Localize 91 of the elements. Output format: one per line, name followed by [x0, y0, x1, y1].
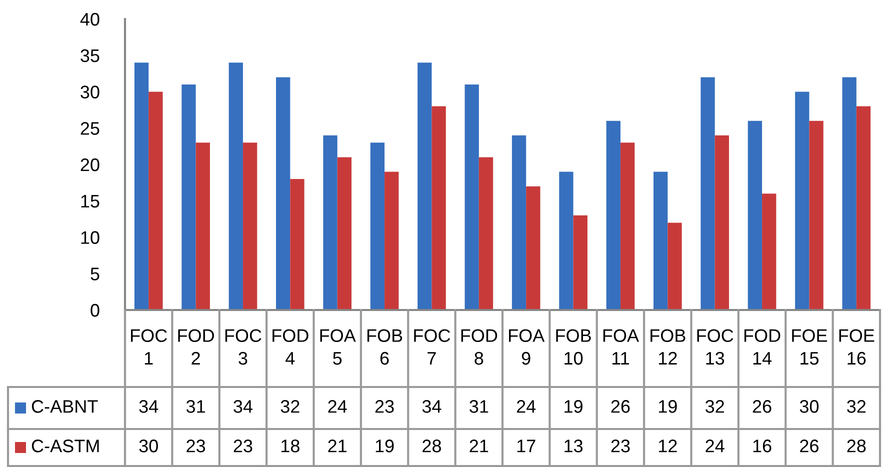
bar	[842, 77, 856, 310]
data-label: 13	[564, 440, 583, 452]
bar	[182, 84, 196, 310]
bar	[668, 222, 682, 310]
data-label: 23	[375, 400, 394, 413]
y-tick-label: 30	[80, 86, 100, 98]
data-label: 24	[706, 440, 724, 452]
bar	[700, 77, 715, 310]
data-label: 32	[847, 400, 866, 413]
y-tick-label: 25	[80, 122, 100, 135]
x-tick-label: FOE 15	[792, 329, 827, 365]
data-label: 12	[658, 440, 677, 452]
data-label: 17	[517, 440, 536, 452]
data-label: 23	[186, 440, 206, 452]
bar	[620, 142, 635, 310]
data-label: 24	[516, 400, 536, 413]
bar	[714, 135, 729, 310]
x-tick-label: FOC 7	[414, 329, 450, 365]
data-label: 31	[186, 400, 205, 413]
bar	[559, 172, 574, 310]
y-tick-label: 15	[81, 194, 100, 208]
bar	[384, 172, 399, 310]
data-label: 31	[470, 400, 488, 413]
bar	[606, 120, 620, 310]
data-label: 28	[847, 440, 866, 452]
bar	[337, 157, 352, 310]
bar	[432, 106, 446, 310]
x-tick-label: FOA 11	[603, 329, 639, 365]
bar	[654, 172, 668, 310]
bar	[856, 106, 871, 310]
data-label: 32	[280, 400, 300, 413]
y-tick-label: 40	[80, 12, 100, 26]
data-label: 34	[422, 400, 442, 413]
data-label: 30	[139, 440, 158, 452]
y-tick-label: 35	[80, 49, 100, 62]
data-label: 18	[281, 440, 300, 452]
x-tick-label: FOB 10	[556, 329, 591, 365]
data-label: 23	[611, 440, 630, 452]
bar	[478, 157, 494, 310]
data-label: 32	[705, 400, 724, 413]
x-tick-label: FOB 6	[367, 329, 402, 365]
bar	[196, 142, 210, 310]
data-label: 34	[139, 400, 158, 413]
bar	[762, 194, 776, 310]
bar	[370, 142, 385, 310]
data-label: 26	[611, 400, 630, 413]
data-label: 19	[658, 400, 677, 413]
bar	[148, 92, 163, 310]
data-label: 21	[328, 440, 347, 452]
bar	[242, 142, 258, 310]
x-tick-label: FOD 14	[744, 329, 780, 365]
data-label: 21	[470, 440, 488, 452]
data-label: 19	[564, 400, 582, 413]
bar	[526, 186, 540, 310]
data-label: 24	[328, 400, 347, 413]
y-tick-label: 20	[80, 158, 100, 172]
x-tick-label: FOC 3	[225, 329, 262, 365]
x-tick-label: FOD 2	[178, 329, 214, 365]
bar	[795, 92, 810, 310]
data-label: 28	[422, 440, 441, 452]
bar	[748, 120, 762, 310]
data-label: 26	[800, 440, 818, 452]
x-tick-label: FOD 4	[272, 329, 308, 365]
bar	[464, 84, 479, 310]
data-label: 19	[376, 440, 394, 452]
bar	[809, 120, 824, 310]
legend-label: C-ASTM	[32, 440, 99, 452]
bar	[573, 215, 588, 310]
bar	[134, 62, 149, 310]
x-tick-label: FOB 12	[650, 329, 686, 365]
bar	[276, 77, 290, 310]
data-label: 34	[234, 400, 252, 413]
bar	[290, 179, 304, 310]
bar	[512, 135, 526, 310]
legend-label: C-ABNT	[32, 400, 98, 413]
x-tick-label: FOD 8	[461, 329, 498, 365]
data-label: 30	[800, 400, 819, 413]
x-tick-label: FOE 16	[839, 329, 874, 365]
bar	[228, 62, 243, 310]
x-tick-label: FOA 5	[320, 329, 356, 365]
x-tick-label: FOC 13	[697, 329, 734, 365]
x-tick-label: FOA 9	[509, 329, 545, 365]
y-tick-label: 10	[81, 231, 100, 244]
bar	[323, 135, 338, 310]
data-label: 16	[753, 440, 772, 452]
y-tick-label: 0	[90, 304, 100, 317]
data-label: 23	[234, 440, 252, 452]
bar	[418, 62, 432, 310]
data-label: 26	[752, 400, 772, 413]
y-tick-label: 5	[90, 268, 100, 280]
x-tick-label: FOC 1	[131, 329, 167, 365]
